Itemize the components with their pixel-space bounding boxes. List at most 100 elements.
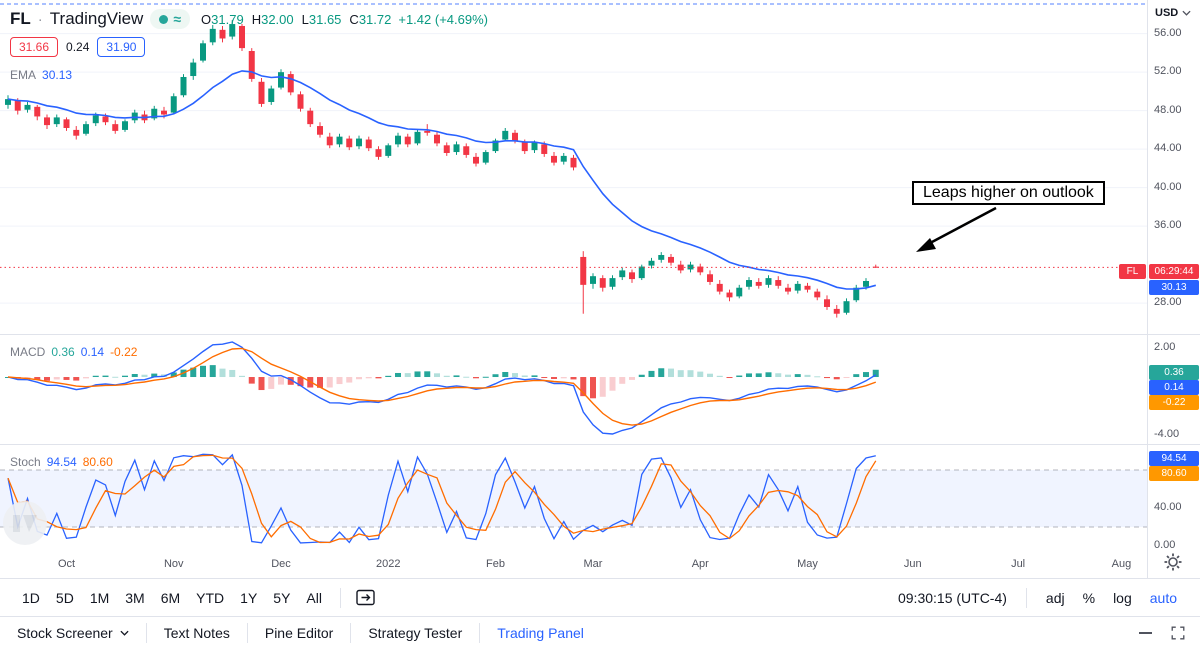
- toolbar-divider: [1025, 587, 1027, 608]
- symbol-name[interactable]: FL: [10, 9, 31, 28]
- clock-time[interactable]: 09:30:15 (UTC-4): [889, 586, 1016, 610]
- range-1m[interactable]: 1M: [82, 586, 117, 610]
- chart-plot[interactable]: Oct Nov Dec 2022 Feb Mar Apr May Jun Jul Aug: [0, 0, 1148, 578]
- range-6m[interactable]: 6M: [153, 586, 188, 610]
- time-axis-label: Aug: [1112, 558, 1132, 570]
- macd-label: MACD: [10, 345, 46, 359]
- stoch-d-value: 80.60: [82, 455, 113, 469]
- ohlc-values: O31.79 H32.00 L31.65 C31.72: [201, 12, 391, 27]
- macd-histogram: [5, 365, 879, 399]
- price-axis[interactable]: USD 06:29:44 30.13 0.36 0.14 -0.22 94.54…: [1148, 0, 1200, 578]
- time-axis-label: Feb: [486, 558, 505, 570]
- macd-legend[interactable]: MACD 0.36 0.14 -0.22: [10, 345, 143, 359]
- platform-name: TradingView: [49, 9, 144, 28]
- price-tick: 0.00: [1154, 539, 1176, 551]
- macd-line-badge: 0.14: [1149, 380, 1199, 395]
- price-tick: 40.00: [1154, 180, 1182, 193]
- price-tick: 28.00: [1154, 296, 1182, 309]
- ema-legend[interactable]: EMA 30.13: [10, 68, 78, 82]
- stoch-k-line: [7, 453, 876, 544]
- annotation-callout[interactable]: Leaps higher on outlook: [912, 181, 1105, 205]
- symbol-legend: FL · TradingView ≈ O31.79 H32.00 L31.65 …: [10, 9, 488, 29]
- close-label: C: [349, 11, 359, 27]
- chart-region: Oct Nov Dec 2022 Feb Mar Apr May Jun Jul Aug FL · …: [0, 0, 1200, 578]
- time-axis-label: 2022: [376, 558, 400, 570]
- range-3m[interactable]: 3M: [117, 586, 152, 610]
- tab-label: Text Notes: [163, 625, 230, 641]
- price-tick: 52.00: [1154, 65, 1182, 78]
- time-axis-label: Apr: [692, 558, 709, 570]
- gear-icon[interactable]: [1163, 552, 1183, 577]
- open-label: O: [201, 11, 212, 27]
- adjust-toggle[interactable]: adj: [1037, 586, 1074, 610]
- pane-separator: [1148, 334, 1200, 335]
- range-1y[interactable]: 1Y: [232, 586, 265, 610]
- price-tick: 2.00: [1154, 341, 1176, 353]
- macd-line-value: 0.14: [80, 345, 105, 359]
- minimize-panel-icon[interactable]: [1139, 632, 1152, 634]
- macd-signal-badge: -0.22: [1149, 395, 1199, 410]
- tab-trading-panel[interactable]: Trading Panel: [480, 617, 601, 649]
- ema-label: EMA: [10, 68, 37, 82]
- price-line-symbol-tag: FL: [1119, 264, 1146, 279]
- percent-scale-toggle[interactable]: %: [1074, 586, 1104, 610]
- stoch-band: [0, 470, 1148, 527]
- spread-value: 0.24: [66, 40, 90, 54]
- ask-button[interactable]: 31.90: [97, 37, 146, 57]
- footer-divider: [246, 623, 248, 643]
- stoch-k-value: 94.54: [46, 455, 77, 469]
- open-value: 31.79: [211, 11, 244, 27]
- chevron-down-icon: [120, 630, 129, 636]
- currency-label: USD: [1155, 7, 1179, 19]
- tab-label: Trading Panel: [497, 625, 584, 641]
- time-axis-label: Oct: [58, 558, 75, 570]
- tab-strategy-tester[interactable]: Strategy Tester: [351, 617, 479, 649]
- price-tick: 36.00: [1154, 219, 1182, 232]
- tab-text-notes[interactable]: Text Notes: [147, 617, 247, 649]
- pane-separator: [1148, 444, 1200, 445]
- auto-scale-toggle[interactable]: auto: [1141, 586, 1186, 610]
- currency-dropdown[interactable]: USD: [1155, 7, 1191, 19]
- stoch-label: Stoch: [10, 455, 41, 469]
- market-status-pill[interactable]: ≈: [150, 9, 191, 29]
- range-5d[interactable]: 5D: [48, 586, 82, 610]
- bid-button[interactable]: 31.66: [10, 37, 59, 57]
- bottom-toolbar: 1D 5D 1M 3M 6M YTD 1Y 5Y All 09:30:15 (U…: [0, 578, 1200, 616]
- price-tick: 44.00: [1154, 142, 1182, 155]
- range-all[interactable]: All: [298, 586, 330, 610]
- ema-price-badge: 30.13: [1149, 280, 1199, 295]
- footer-divider: [479, 623, 481, 643]
- log-scale-toggle[interactable]: log: [1104, 586, 1141, 610]
- range-5y[interactable]: 5Y: [265, 586, 298, 610]
- time-axis-label: Mar: [584, 558, 603, 570]
- separator-dot: ·: [37, 10, 43, 28]
- range-ytd[interactable]: YTD: [188, 586, 232, 610]
- toolbar-divider: [339, 587, 341, 608]
- footer-panel-bar: Stock Screener Text Notes Pine Editor St…: [0, 616, 1200, 649]
- macd-signal-value: -0.22: [110, 345, 138, 359]
- annotation-arrow[interactable]: [900, 198, 1020, 268]
- stoch-d-badge: 80.60: [1149, 466, 1199, 481]
- price-tick: 40.00: [1154, 501, 1182, 513]
- countdown-badge: 06:29:44: [1149, 264, 1199, 279]
- time-axis-label: Nov: [164, 558, 184, 570]
- stoch-d-line: [7, 454, 877, 544]
- macd-signal-line: [7, 347, 877, 426]
- high-value: 32.00: [261, 11, 294, 27]
- footer-divider: [350, 623, 352, 643]
- ema-value: 30.13: [42, 68, 73, 82]
- high-label: H: [251, 11, 262, 27]
- range-1d[interactable]: 1D: [14, 586, 48, 610]
- macd-hist-value: 0.36: [51, 345, 75, 359]
- status-dot-icon: [159, 14, 169, 24]
- tab-pine-editor[interactable]: Pine Editor: [248, 617, 350, 649]
- expand-panel-icon[interactable]: [1170, 625, 1186, 641]
- stoch-legend[interactable]: Stoch 94.54 80.60: [10, 455, 119, 469]
- time-axis-label: Jun: [904, 558, 922, 570]
- tab-stock-screener[interactable]: Stock Screener: [0, 617, 146, 649]
- price-tick: 56.00: [1154, 26, 1182, 39]
- tab-label: Pine Editor: [264, 625, 334, 641]
- footer-divider: [145, 623, 147, 643]
- go-to-date-icon[interactable]: [351, 588, 380, 607]
- price-tick: -4.00: [1154, 428, 1180, 441]
